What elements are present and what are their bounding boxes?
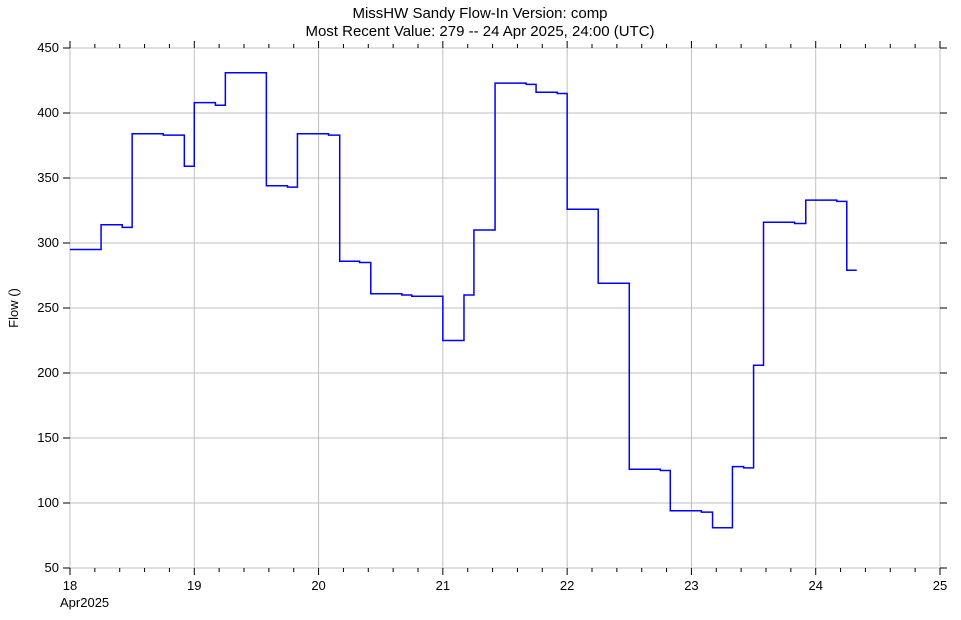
x-axis-secondary-label: Apr2025 — [60, 595, 109, 610]
grid — [70, 48, 940, 568]
chart-svg: MissHW Sandy Flow-In Version: comp Most … — [0, 0, 961, 620]
y-tick-label: 200 — [37, 365, 59, 380]
y-tick-label: 450 — [37, 40, 59, 55]
y-tick-label: 300 — [37, 235, 59, 250]
y-tick-label: 50 — [45, 560, 59, 575]
y-tick-labels: 50 100 150 200 250 300 350 400 450 — [37, 40, 59, 575]
y-tick-label: 350 — [37, 170, 59, 185]
plot-area: 50 100 150 200 250 300 350 400 450 18 19 20 21 22 23 2… — [37, 40, 947, 593]
x-tick-label: 20 — [311, 578, 325, 593]
y-tick-label: 100 — [37, 495, 59, 510]
y-tick-label: 400 — [37, 105, 59, 120]
x-tick-label: 21 — [436, 578, 450, 593]
chart-title-line2: Most Recent Value: 279 -- 24 Apr 2025, 2… — [305, 23, 654, 40]
y-tick-label: 150 — [37, 430, 59, 445]
data-line — [70, 73, 857, 528]
x-tick-label: 19 — [187, 578, 201, 593]
x-tick-label: 24 — [808, 578, 822, 593]
y-tick-label: 250 — [37, 300, 59, 315]
x-tick-label: 25 — [933, 578, 947, 593]
chart-title-line1: MissHW Sandy Flow-In Version: comp — [352, 5, 607, 22]
x-tick-labels: 18 19 20 21 22 23 24 25 — [63, 578, 947, 593]
x-tick-label: 22 — [560, 578, 574, 593]
chart-container: MissHW Sandy Flow-In Version: comp Most … — [0, 0, 961, 620]
y-axis-label: Flow () — [6, 288, 21, 328]
x-tick-label: 23 — [684, 578, 698, 593]
x-tick-label: 18 — [63, 578, 77, 593]
